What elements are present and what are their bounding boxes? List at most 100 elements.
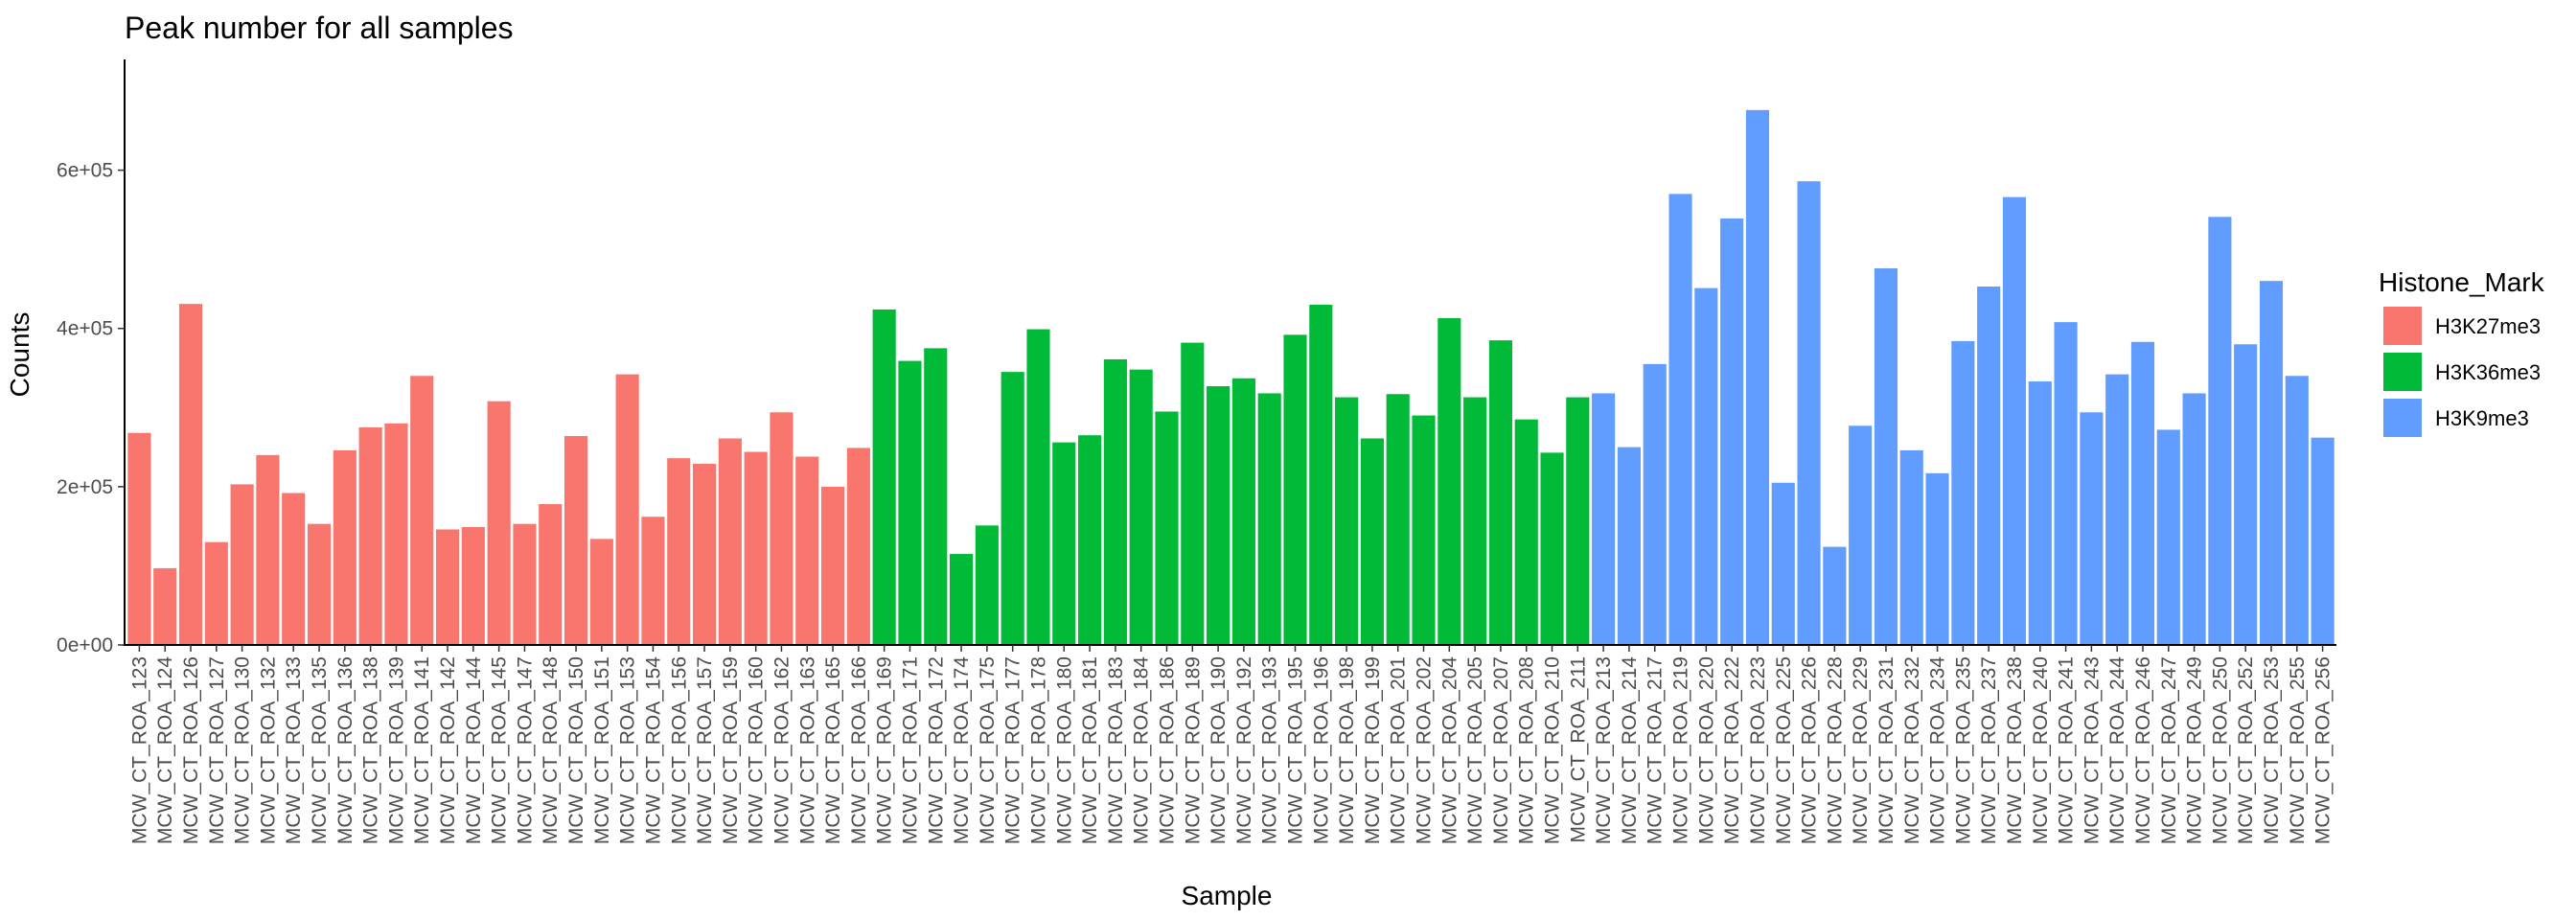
x-tick-label: MCW_CT_ROA_232 (1901, 656, 1923, 844)
bar-MCW_CT_ROA_208 (1514, 419, 1538, 645)
bar-MCW_CT_ROA_178 (1026, 329, 1050, 645)
x-tick-label: MCW_CT_ROA_154 (642, 656, 664, 844)
bar-MCW_CT_ROA_220 (1694, 288, 1718, 645)
x-tick-label: MCW_CT_ROA_171 (899, 656, 921, 844)
bar-MCW_CT_ROA_249 (2182, 393, 2206, 645)
bar-MCW_CT_ROA_153 (615, 374, 639, 645)
x-tick-label: MCW_CT_ROA_234 (1927, 656, 1949, 844)
legend-label-H3K27me3: H3K27me3 (2435, 314, 2541, 338)
x-tick-label: MCW_CT_ROA_204 (1438, 656, 1460, 844)
bar-MCW_CT_ROA_162 (770, 412, 794, 645)
x-tick-label: MCW_CT_ROA_181 (1079, 656, 1101, 844)
bar-MCW_CT_ROA_244 (2105, 374, 2129, 645)
bar-MCW_CT_ROA_192 (1231, 378, 1255, 645)
bar-MCW_CT_ROA_234 (1925, 472, 1949, 645)
x-tick-label: MCW_CT_ROA_213 (1593, 656, 1615, 844)
bar-MCW_CT_ROA_207 (1488, 340, 1512, 645)
x-tick-label: MCW_CT_ROA_174 (951, 656, 973, 844)
bar-MCW_CT_ROA_237 (1977, 286, 2001, 645)
bar-MCW_CT_ROA_141 (410, 376, 434, 645)
bar-MCW_CT_ROA_165 (821, 486, 845, 645)
bar-MCW_CT_ROA_240 (2028, 381, 2052, 645)
bar-MCW_CT_ROA_232 (1899, 449, 1923, 645)
legend-label-H3K36me3: H3K36me3 (2435, 360, 2541, 384)
bar-MCW_CT_ROA_214 (1617, 447, 1641, 645)
bar-MCW_CT_ROA_229 (1849, 426, 1873, 645)
bar-MCW_CT_ROA_246 (2130, 341, 2155, 645)
bar-MCW_CT_ROA_148 (539, 504, 563, 645)
bar-MCW_CT_ROA_130 (230, 484, 254, 645)
y-tick-label: 2e+05 (57, 476, 113, 498)
bar-MCW_CT_ROA_235 (1951, 340, 1975, 645)
x-tick-label: MCW_CT_ROA_135 (309, 656, 331, 844)
bar-MCW_CT_ROA_231 (1874, 267, 1898, 645)
bar-MCW_CT_ROA_171 (898, 360, 922, 645)
x-tick-label: MCW_CT_ROA_192 (1233, 656, 1255, 844)
x-axis-title: Sample (1182, 881, 1273, 910)
bar-MCW_CT_ROA_247 (2156, 429, 2180, 645)
legend-key-H3K36me3 (2383, 353, 2422, 391)
x-tick-label: MCW_CT_ROA_189 (1182, 656, 1204, 844)
x-tick-label: MCW_CT_ROA_184 (1131, 656, 1153, 844)
x-tick-label: MCW_CT_ROA_202 (1414, 656, 1436, 844)
bar-MCW_CT_ROA_163 (795, 456, 819, 645)
bar-MCW_CT_ROA_219 (1668, 194, 1692, 646)
bar-MCW_CT_ROA_250 (2208, 217, 2232, 645)
x-tick-label: MCW_CT_ROA_249 (2184, 656, 2206, 844)
legend-key-H3K27me3 (2383, 307, 2422, 345)
x-tick-label: MCW_CT_ROA_198 (1336, 656, 1358, 844)
chart-title: Peak number for all samples (125, 11, 514, 45)
x-tick-label: MCW_CT_ROA_165 (822, 656, 844, 844)
x-tick-label: MCW_CT_ROA_186 (1156, 656, 1178, 844)
x-tick-label: MCW_CT_ROA_144 (463, 656, 485, 844)
x-tick-label: MCW_CT_ROA_210 (1542, 656, 1564, 844)
legend-label-H3K9me3: H3K9me3 (2435, 406, 2529, 430)
bar-MCW_CT_ROA_256 (2311, 437, 2334, 645)
x-tick-label: MCW_CT_ROA_222 (1721, 656, 1743, 844)
bar-MCW_CT_ROA_184 (1129, 369, 1153, 645)
bar-MCW_CT_ROA_169 (872, 309, 896, 645)
bar-MCW_CT_ROA_225 (1771, 482, 1795, 645)
bar-MCW_CT_ROA_255 (2285, 376, 2309, 645)
bar-MCW_CT_ROA_124 (153, 567, 177, 645)
x-tick-label: MCW_CT_ROA_156 (668, 656, 690, 844)
x-tick-label: MCW_CT_ROA_190 (1208, 656, 1230, 844)
x-tick-label: MCW_CT_ROA_243 (2081, 656, 2103, 844)
bar-MCW_CT_ROA_127 (204, 541, 228, 645)
bar-MCW_CT_ROA_145 (487, 401, 511, 645)
bar-MCW_CT_ROA_238 (2002, 196, 2027, 646)
x-tick-label: MCW_CT_ROA_217 (1644, 656, 1667, 844)
x-tick-label: MCW_CT_ROA_127 (206, 656, 228, 844)
x-tick-label: MCW_CT_ROA_141 (411, 656, 433, 844)
bar-MCW_CT_ROA_195 (1283, 334, 1307, 645)
bar-MCW_CT_ROA_175 (975, 525, 999, 645)
x-tick-label: MCW_CT_ROA_147 (514, 656, 536, 844)
x-tick-label: MCW_CT_ROA_183 (1105, 656, 1127, 844)
bar-MCW_CT_ROA_226 (1797, 181, 1821, 645)
x-tick-label: MCW_CT_ROA_153 (617, 656, 639, 844)
bar-MCW_CT_ROA_211 (1566, 397, 1590, 645)
x-tick-label: MCW_CT_ROA_253 (2261, 656, 2283, 844)
x-tick-label: MCW_CT_ROA_256 (2312, 656, 2334, 844)
x-tick-label: MCW_CT_ROA_133 (283, 656, 305, 844)
x-tick-label: MCW_CT_ROA_201 (1388, 656, 1410, 844)
x-tick-label: MCW_CT_ROA_220 (1695, 656, 1717, 844)
bar-MCW_CT_ROA_189 (1181, 342, 1205, 645)
bar-MCW_CT_ROA_213 (1592, 393, 1616, 645)
x-tick-label: MCW_CT_ROA_151 (591, 656, 613, 844)
bar-MCW_CT_ROA_223 (1745, 109, 1770, 646)
bar-MCW_CT_ROA_139 (384, 423, 408, 645)
y-axis: 0e+00 2e+05 4e+05 6e+05 (57, 59, 126, 656)
bar-MCW_CT_ROA_156 (667, 458, 691, 645)
bar-MCW_CT_ROA_151 (589, 539, 613, 645)
x-tick-label: MCW_CT_ROA_145 (489, 656, 511, 844)
legend-title: Histone_Mark (2379, 267, 2545, 297)
x-tick-label: MCW_CT_ROA_177 (1002, 656, 1024, 844)
bar-MCW_CT_ROA_181 (1078, 435, 1102, 645)
x-tick-label: MCW_CT_ROA_172 (925, 656, 947, 844)
bar-MCW_CT_ROA_243 (2080, 412, 2104, 645)
legend-key-H3K9me3 (2383, 399, 2422, 437)
bar-MCW_CT_ROA_159 (718, 438, 742, 645)
x-tick-label: MCW_CT_ROA_169 (874, 656, 896, 844)
bar-MCW_CT_ROA_241 (2054, 322, 2078, 645)
